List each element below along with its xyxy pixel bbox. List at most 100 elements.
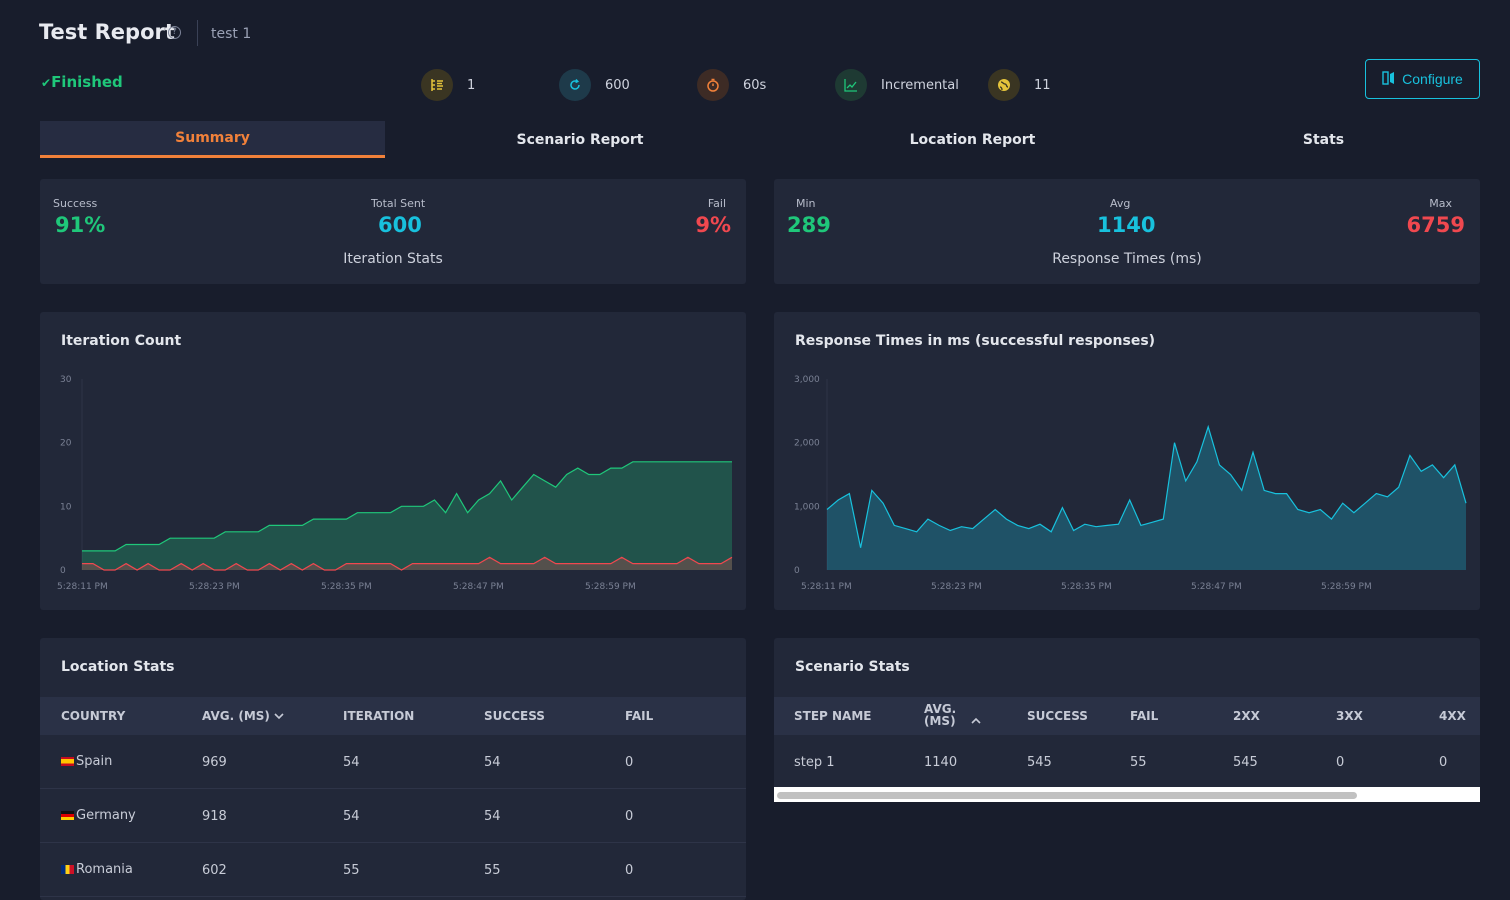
success-label: Success	[53, 197, 98, 210]
romania-flag-icon	[61, 865, 74, 874]
y-tick-label: 3,000	[794, 375, 820, 385]
iteration-count-chart: 30 20 10 0 5:28:11 PM 5:28:23 PM 5:28:35 PM 5:2…	[57, 375, 733, 592]
series-line	[826, 424, 1467, 548]
country-name: Spain	[76, 754, 113, 769]
table-row[interactable]: Romania 602 55 55 0	[40, 843, 746, 897]
globe-icon	[988, 69, 1020, 101]
tab-summary[interactable]: Summary	[40, 121, 385, 158]
response-times-card: Min 289 Avg 1140 Max 6759 Response Times…	[774, 179, 1480, 284]
scenario-table-header: STEP NAME AVG. (MS) SUCCESS FAIL 2XX 3XX…	[774, 697, 1480, 735]
max-label: Max	[1429, 197, 1452, 210]
location-stats-title: Location Stats	[61, 659, 175, 675]
col-step-name[interactable]: STEP NAME	[794, 709, 872, 723]
x-tick-label: 5:28:23 PM	[931, 582, 982, 592]
x-tick-label: 5:28:11 PM	[801, 582, 852, 592]
success-cell: 54	[484, 755, 501, 770]
table-row[interactable]: Germany 918 54 54 0	[40, 789, 746, 843]
horizontal-scrollbar[interactable]	[774, 787, 1480, 802]
configure-label: Configure	[1402, 71, 1463, 87]
x-tick-label: 5:28:35 PM	[1061, 582, 1112, 592]
y-tick-label: 0	[60, 566, 66, 576]
avg-value: 1140	[1097, 213, 1156, 237]
meta-locations: 11	[988, 69, 1051, 101]
x-tick-label: 5:28:59 PM	[1321, 582, 1372, 592]
meta-duration-value: 60s	[743, 77, 767, 93]
x-tick-label: 5:28:23 PM	[189, 582, 240, 592]
table-row[interactable]: step 1 1140 545 55 545 0 0	[774, 735, 1480, 787]
response-times-chart-card: Response Times in ms (successful respons…	[774, 312, 1480, 610]
meta-steps-value: 1	[467, 77, 476, 93]
title-divider	[197, 20, 198, 46]
meta-load-type-value: Incremental	[881, 77, 959, 93]
country-cell: Romania	[61, 862, 133, 877]
configure-icon	[1382, 70, 1396, 88]
col-fail[interactable]: FAIL	[625, 709, 654, 723]
country-cell: Germany	[61, 808, 136, 823]
status-badge: ✔Finished	[41, 73, 123, 91]
stopwatch-icon	[697, 69, 729, 101]
avg-cell: 969	[202, 755, 227, 770]
y-tick-label: 2,000	[794, 439, 820, 449]
col-success[interactable]: SUCCESS	[484, 709, 545, 723]
meta-locations-value: 11	[1034, 77, 1051, 93]
col-avg[interactable]: AVG. (MS)	[924, 702, 957, 728]
max-value: 6759	[1406, 213, 1465, 237]
avg-label: Avg	[1110, 197, 1131, 210]
country-name: Romania	[76, 862, 133, 877]
meta-iterations-value: 600	[605, 77, 630, 93]
meta-duration: 60s	[697, 69, 766, 101]
meta-iterations: 600	[559, 69, 630, 101]
meta-load-type: Incremental	[835, 69, 959, 101]
help-circle-icon[interactable]: ?	[168, 26, 181, 39]
refresh-icon	[559, 69, 591, 101]
tab-stats[interactable]: Stats	[1302, 131, 1345, 148]
configure-button[interactable]: Configure	[1365, 59, 1480, 99]
y-tick-label: 20	[60, 439, 72, 449]
avg-cell: 918	[202, 809, 227, 824]
scrollbar-thumb[interactable]	[777, 792, 1357, 799]
location-stats-card: Location Stats COUNTRY AVG. (MS) ITERATI…	[40, 638, 746, 900]
col-4xx[interactable]: 4XX	[1439, 709, 1466, 723]
location-table-header: COUNTRY AVG. (MS) ITERATION SUCCESS FAIL	[40, 697, 746, 735]
col-3xx[interactable]: 3XX	[1336, 709, 1363, 723]
row-divider	[40, 788, 746, 789]
series-area	[827, 426, 1466, 570]
chevron-down-icon[interactable]	[274, 709, 284, 723]
success-cell: 545	[1027, 755, 1052, 770]
tab-location-report[interactable]: Location Report	[909, 131, 1036, 148]
avg-cell: 602	[202, 863, 227, 878]
response-times-chart-title: Response Times in ms (successful respons…	[795, 333, 1156, 349]
col-2xx[interactable]: 2XX	[1233, 709, 1260, 723]
col-fail[interactable]: FAIL	[1130, 709, 1159, 723]
col-success[interactable]: SUCCESS	[1027, 709, 1088, 723]
col-avg[interactable]: AVG. (MS)	[202, 709, 284, 723]
test-name: test 1	[211, 26, 252, 42]
fail-value: 9%	[695, 213, 731, 237]
meta-steps: 1	[421, 69, 475, 101]
response-times-chart: 3,000 2,000 1,000 05:28:11 PM 5:28:23 PM 5:28…	[794, 375, 1467, 592]
page-title: Test Report	[39, 20, 175, 44]
4xx-cell: 0	[1439, 755, 1448, 770]
scenario-stats-title: Scenario Stats	[795, 659, 910, 675]
scenario-stats-card: Scenario Stats STEP NAME AVG. (MS) SUCCE…	[774, 638, 1480, 802]
total-sent-value: 600	[378, 213, 422, 237]
avg-cell: 1140	[924, 755, 958, 770]
step-name-cell: step 1	[794, 755, 835, 770]
x-tick-label: 5:28:47 PM	[1191, 582, 1242, 592]
col-iteration[interactable]: ITERATION	[343, 709, 415, 723]
chevron-up-icon[interactable]	[971, 710, 981, 729]
y-tick-label: 10	[60, 502, 72, 512]
iteration-cell: 55	[343, 863, 360, 878]
check-icon: ✔	[41, 76, 52, 90]
series-line	[82, 461, 732, 552]
list-icon	[421, 69, 453, 101]
tab-scenario-report[interactable]: Scenario Report	[516, 131, 644, 148]
col-country[interactable]: COUNTRY	[61, 709, 126, 723]
response-times-caption: Response Times (ms)	[1052, 251, 1202, 267]
total-sent-label: Total Sent	[371, 197, 426, 210]
iteration-cell: 54	[343, 755, 360, 770]
2xx-cell: 545	[1233, 755, 1258, 770]
germany-flag-icon	[61, 811, 74, 820]
status-text: Finished	[51, 73, 123, 91]
table-row[interactable]: Spain 969 54 54 0	[40, 735, 746, 789]
